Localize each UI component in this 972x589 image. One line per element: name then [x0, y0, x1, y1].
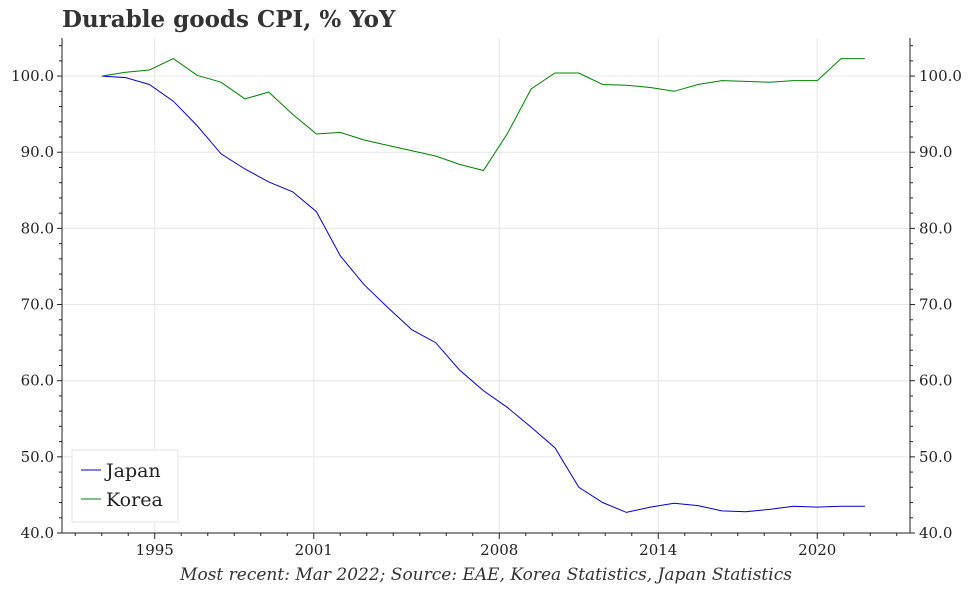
chart-title: Durable goods CPI, % YoY: [62, 6, 396, 33]
y-tick-label-left: 90.0: [21, 143, 54, 161]
y-tick-label-right: 60.0: [919, 372, 952, 390]
legend-box: [71, 449, 179, 523]
y-tick-label-left: 80.0: [21, 219, 54, 237]
legend-label-japan: Japan: [104, 460, 161, 482]
y-tick-label-left: 50.0: [21, 448, 54, 466]
y-tick-label-left: 60.0: [21, 372, 54, 390]
y-tick-label-left: 70.0: [21, 296, 54, 314]
x-tick-label: 1995: [136, 541, 174, 559]
y-tick-label-left: 40.0: [21, 524, 54, 542]
y-tick-label-right: 50.0: [919, 448, 952, 466]
x-tick-label: 2008: [480, 541, 518, 559]
series-line-japan: [101, 75, 865, 513]
legend-label-korea: Korea: [106, 489, 163, 511]
y-tick-label-right: 100.0: [919, 67, 962, 85]
series-line-korea: [101, 58, 865, 172]
y-tick-label-right: 40.0: [919, 524, 952, 542]
x-tick-label: 2020: [798, 541, 836, 559]
y-tick-label-right: 80.0: [919, 219, 952, 237]
y-tick-label-left: 100.0: [11, 67, 54, 85]
y-tick-label-right: 70.0: [919, 296, 952, 314]
x-tick-label: 2014: [639, 541, 677, 559]
y-tick-label-right: 90.0: [919, 143, 952, 161]
chart-caption: Most recent: Mar 2022; Source: EAE, Kore…: [180, 565, 792, 585]
x-tick-label: 2001: [295, 541, 333, 559]
